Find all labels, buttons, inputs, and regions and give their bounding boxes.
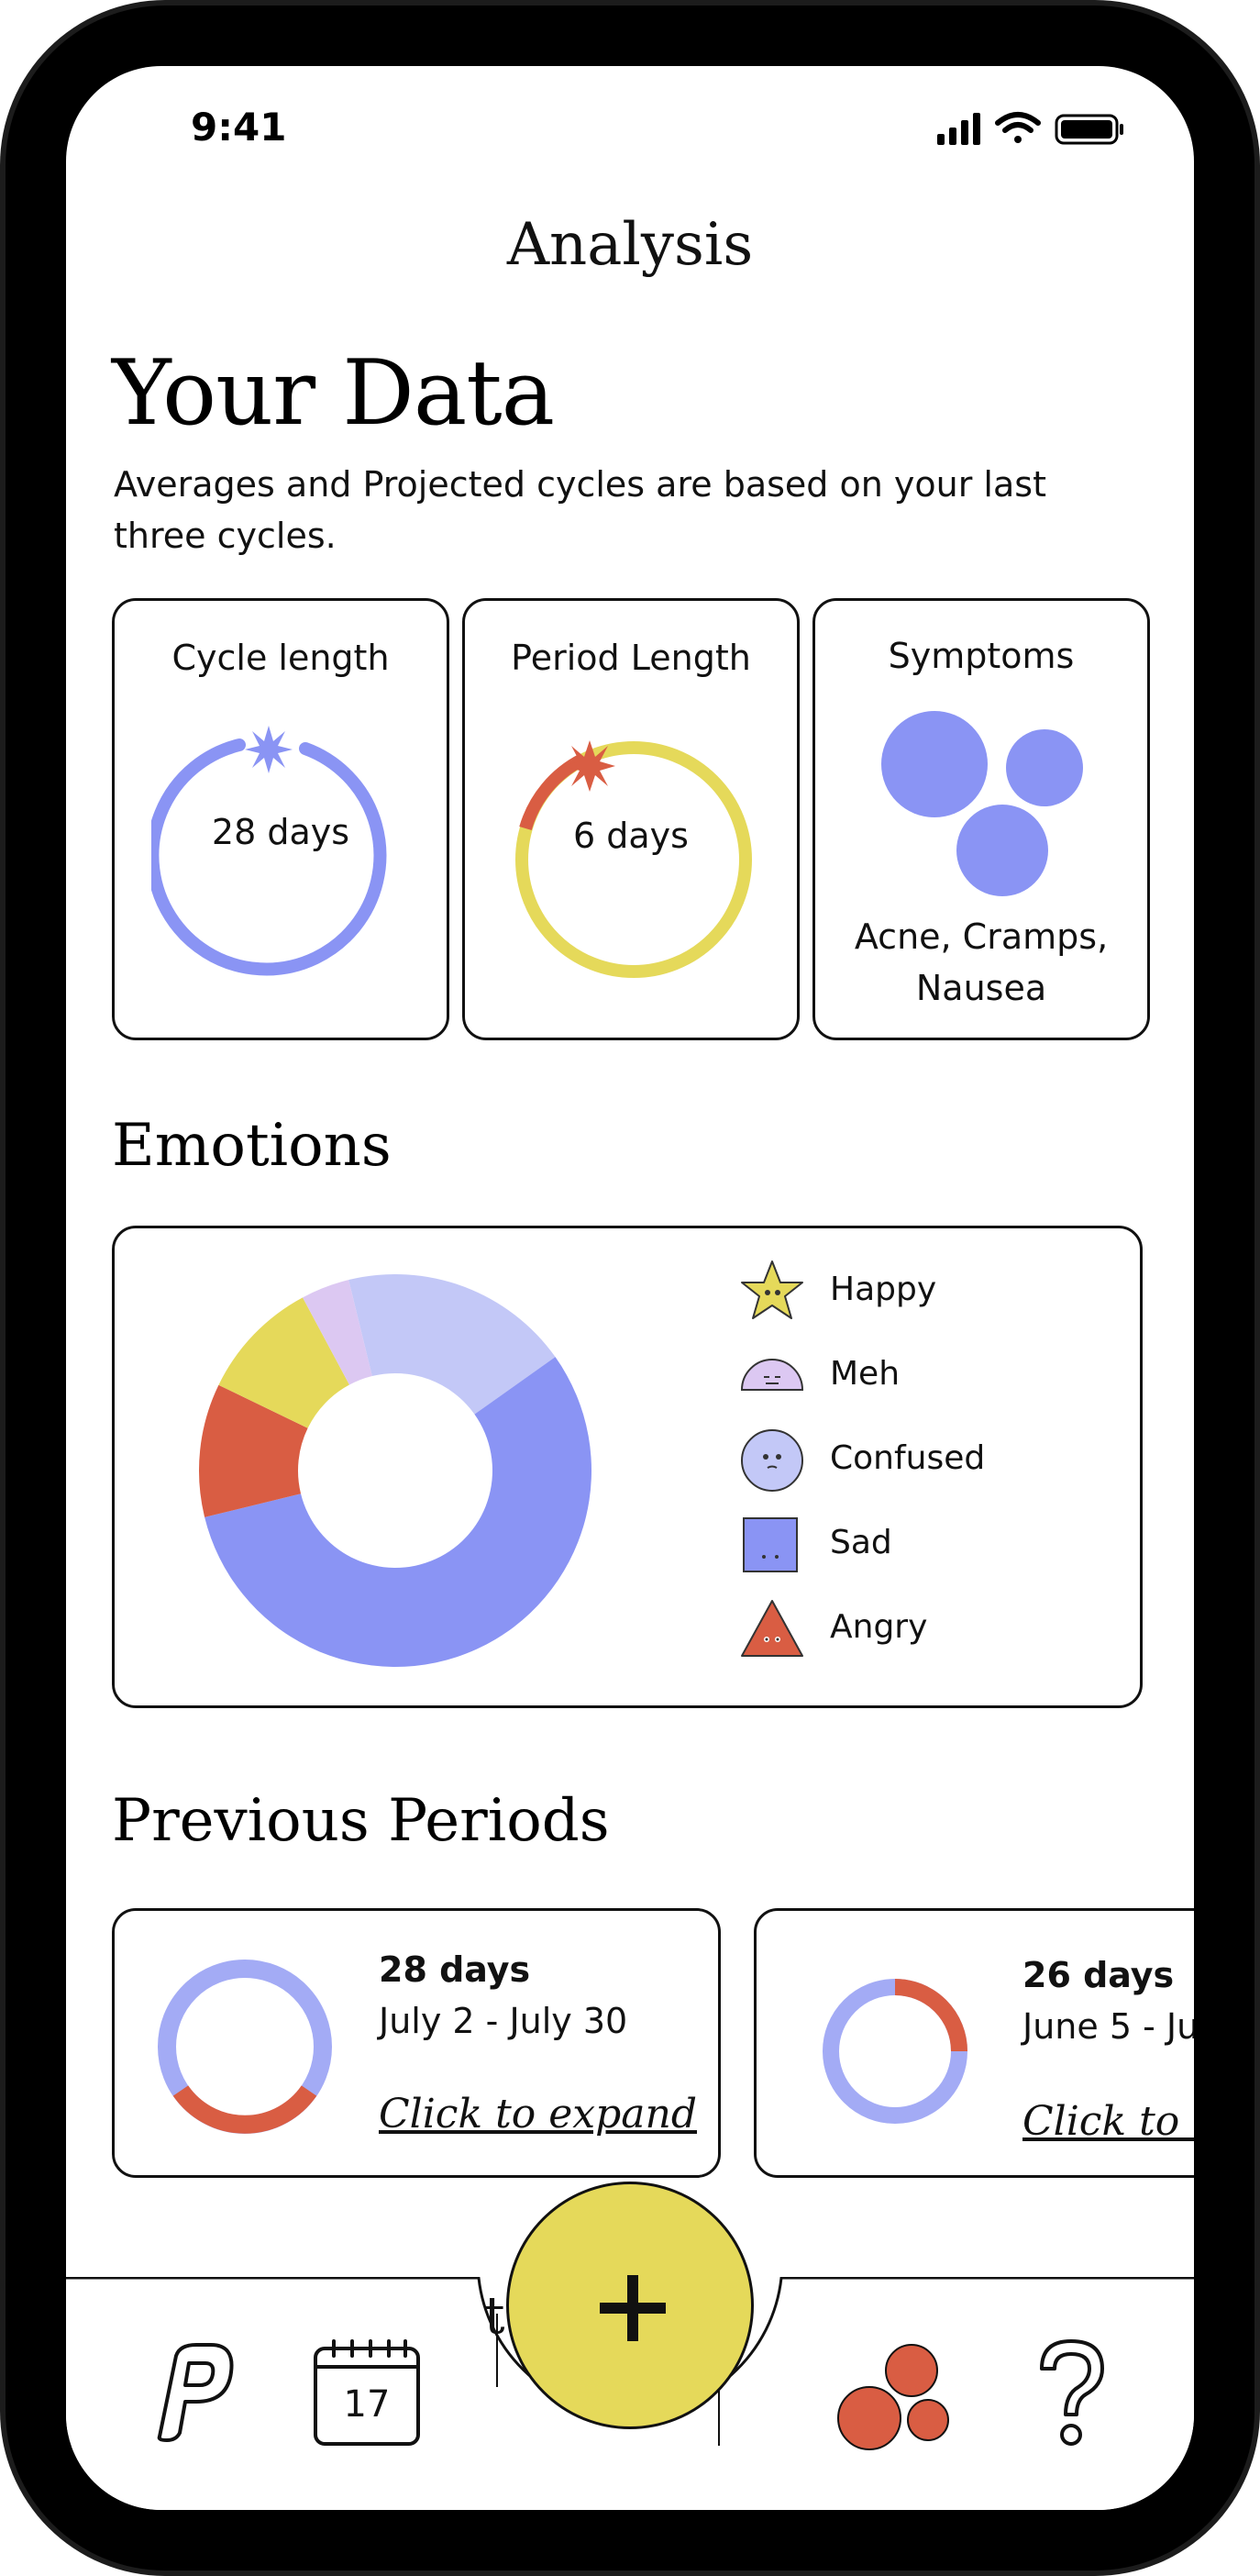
- cycle-marker-icon: [245, 726, 293, 773]
- emotions-heading: Emotions: [112, 1112, 392, 1180]
- previous-period-range: July 2 - July 30: [379, 2001, 628, 2041]
- previous-period-days: 26 days: [1022, 1955, 1175, 1995]
- previous-period-days: 28 days: [379, 1949, 531, 1990]
- previous-period-card[interactable]: 26 days June 5 - Ju Click to e: [754, 1908, 1194, 2178]
- star-face-icon: [741, 1260, 803, 1319]
- emotions-donut-chart: [199, 1274, 591, 1667]
- plus-icon: [600, 2275, 666, 2341]
- donut-slice-sad: [204, 1357, 591, 1667]
- calendar-day: 17: [343, 2383, 391, 2426]
- legend-label-meh: Meh: [830, 1355, 901, 1393]
- period-marker-icon: [564, 740, 615, 792]
- period-length-value: 6 days: [573, 816, 689, 856]
- help-icon: [1040, 2339, 1104, 2446]
- donut-slice-confused: [348, 1274, 556, 1415]
- period-ring: [515, 740, 752, 978]
- donut-slice-meh: [303, 1280, 372, 1385]
- page-title: Analysis: [506, 211, 754, 279]
- period-ring-small: [158, 1960, 332, 2134]
- p-logo-icon: P: [157, 2343, 234, 2442]
- previous-periods-heading: Previous Periods: [112, 1787, 610, 1855]
- period-ring-small: [823, 1979, 967, 2124]
- legend-label-happy: Happy: [830, 1271, 937, 1308]
- legend-label-confused: Confused: [830, 1439, 986, 1477]
- cycle-length-title: Cycle length: [171, 638, 390, 678]
- expand-link[interactable]: Click to expand: [379, 2091, 698, 2137]
- peek-text: t: [484, 2286, 505, 2346]
- legend-label-sad: Sad: [830, 1524, 892, 1561]
- symptoms-title: Symptoms: [888, 636, 1075, 676]
- donut-slice-happy: [218, 1297, 349, 1428]
- triangle-face-icon: [741, 1600, 803, 1657]
- cycle-ring: [151, 726, 387, 976]
- square-face-icon: [743, 1517, 798, 1572]
- tab-analysis[interactable]: [834, 2343, 954, 2453]
- battery-icon: [1055, 114, 1123, 145]
- previous-period-range: June 5 - Ju: [1022, 2006, 1194, 2047]
- circle-face-icon: [741, 1429, 803, 1492]
- tab-home[interactable]: P: [132, 2336, 242, 2446]
- period-length-card[interactable]: Period Length 6 days: [462, 598, 800, 1040]
- cycle-length-card[interactable]: Cycle length 28 days: [112, 598, 449, 1040]
- add-entry-button[interactable]: +: [506, 2182, 754, 2429]
- cycle-length-value: 28 days: [211, 812, 350, 852]
- period-length-title: Period Length: [511, 638, 751, 678]
- legend-label-angry: Angry: [830, 1608, 928, 1646]
- tab-help[interactable]: ?: [1025, 2334, 1117, 2453]
- expand-link[interactable]: Click to e: [1022, 2098, 1194, 2145]
- status-icons: [937, 112, 1123, 145]
- signal-icon: [937, 113, 980, 145]
- emotions-card[interactable]: Happy Meh Confused Sad: [112, 1226, 1143, 1708]
- symptoms-bubbles-icon: [881, 711, 1083, 896]
- bubbles-icon: [837, 2344, 949, 2450]
- tab-calendar[interactable]: 17: [310, 2336, 424, 2449]
- your-data-heading: Your Data: [112, 341, 555, 446]
- status-time: 9:41: [191, 105, 287, 150]
- previous-period-card[interactable]: 28 days July 2 - July 30 Click to expand: [112, 1908, 721, 2178]
- calendar-icon: [314, 2339, 420, 2446]
- donut-slice-angry: [199, 1384, 308, 1517]
- symptoms-value: Acne, Cramps, Nausea: [854, 916, 1109, 1008]
- symptoms-card[interactable]: Symptoms Acne, Cramps, Nausea: [812, 598, 1150, 1040]
- wifi-icon: [995, 112, 1041, 143]
- app-screen: 9:41 Analysis Your Data Averages and Pro…: [66, 66, 1194, 2510]
- your-data-subtitle: Averages and Projected cycles are based …: [114, 464, 1046, 556]
- half-circle-face-icon: [740, 1359, 804, 1391]
